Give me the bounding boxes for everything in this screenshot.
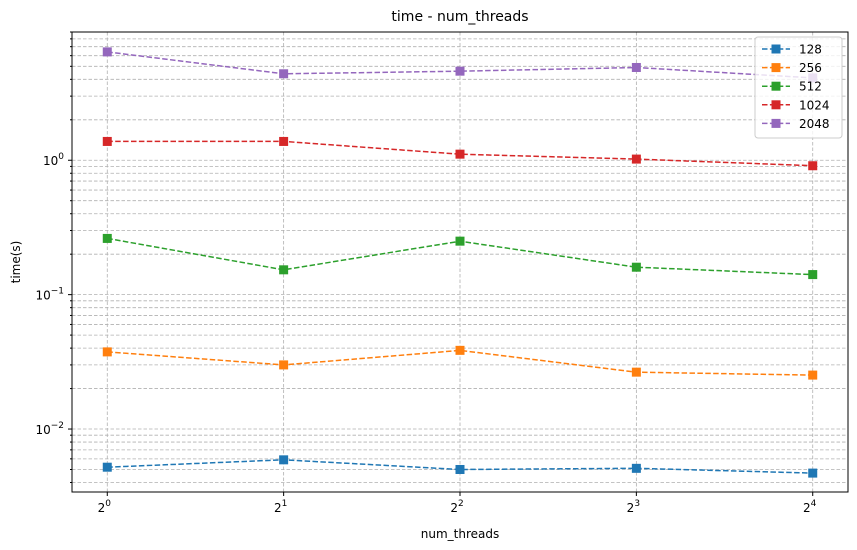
series-line	[107, 51, 813, 79]
x-tick-label: 21	[274, 499, 287, 515]
legend-label: 256	[799, 61, 822, 75]
legend-label: 128	[799, 43, 822, 57]
legend-label: 2048	[799, 117, 830, 131]
data-point	[631, 463, 641, 473]
data-point	[102, 136, 112, 146]
data-point	[808, 270, 818, 280]
data-point	[455, 236, 465, 246]
data-point	[102, 47, 112, 57]
y-tick-label: 10−2	[35, 421, 64, 437]
data-point	[279, 360, 289, 370]
data-point	[279, 136, 289, 146]
chart-title: time - num_threads	[391, 9, 528, 25]
data-point	[631, 62, 641, 72]
x-axis-label: num_threads	[421, 527, 500, 541]
data-point	[631, 367, 641, 377]
legend-marker	[771, 63, 781, 73]
y-tick-label: 100	[43, 152, 64, 168]
series-group	[102, 47, 818, 478]
series-line	[107, 140, 813, 167]
data-point	[455, 345, 465, 355]
data-point	[279, 455, 289, 465]
series-1024	[102, 136, 818, 171]
series-256	[102, 345, 818, 380]
data-point	[279, 265, 289, 275]
data-point	[102, 347, 112, 357]
legend-box	[754, 36, 843, 139]
legend: 128 256 512 1024 2048	[754, 36, 843, 139]
y-tick-label: 10−1	[35, 287, 64, 303]
data-point	[102, 233, 112, 243]
series-128	[102, 455, 818, 478]
x-tick-label: 24	[803, 499, 817, 515]
data-point	[455, 66, 465, 76]
legend-marker	[771, 118, 781, 128]
data-point	[808, 468, 818, 478]
data-point	[455, 464, 465, 474]
data-point	[102, 462, 112, 472]
data-point	[455, 149, 465, 159]
legend-label: 1024	[799, 98, 830, 112]
legend-marker	[771, 100, 781, 110]
data-point	[631, 262, 641, 272]
grid	[72, 31, 848, 492]
data-point	[808, 161, 818, 171]
legend-marker	[771, 81, 781, 91]
legend-label: 512	[799, 80, 822, 94]
y-axis-label: time(s)	[9, 241, 23, 284]
axes: 20 21 22 23 24 10−2 10−1 100	[35, 31, 817, 515]
data-point	[631, 154, 641, 164]
data-point	[279, 69, 289, 79]
x-tick-label: 22	[450, 499, 463, 515]
data-point	[808, 370, 818, 380]
x-tick-label: 23	[627, 499, 640, 515]
x-tick-label: 20	[98, 499, 112, 515]
legend-marker	[771, 44, 781, 54]
series-512	[102, 233, 818, 280]
series-line	[107, 459, 813, 474]
